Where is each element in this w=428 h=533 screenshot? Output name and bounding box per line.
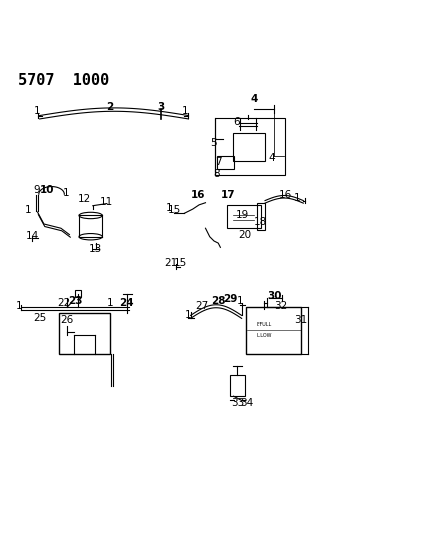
Text: 34: 34 bbox=[241, 398, 254, 408]
Text: 23: 23 bbox=[68, 295, 83, 305]
Text: 22: 22 bbox=[58, 297, 71, 308]
Text: 26: 26 bbox=[61, 314, 74, 325]
Text: 19: 19 bbox=[236, 210, 249, 220]
Text: 1: 1 bbox=[185, 310, 192, 320]
Text: 16: 16 bbox=[278, 190, 291, 200]
Text: 31: 31 bbox=[294, 314, 308, 325]
Text: 1: 1 bbox=[294, 193, 300, 204]
Text: 1: 1 bbox=[182, 106, 188, 116]
Text: 15: 15 bbox=[173, 257, 187, 268]
Bar bbox=[230, 375, 245, 396]
Text: 8: 8 bbox=[213, 169, 220, 179]
Text: 24: 24 bbox=[119, 297, 134, 308]
Bar bbox=[246, 307, 301, 354]
Text: 1: 1 bbox=[34, 106, 41, 116]
Bar bbox=[75, 290, 81, 297]
Text: 18: 18 bbox=[254, 217, 268, 227]
Text: 6: 6 bbox=[233, 117, 240, 127]
Text: 1: 1 bbox=[166, 203, 172, 213]
Bar bbox=[256, 203, 265, 230]
Text: 4: 4 bbox=[268, 152, 275, 163]
Text: 3: 3 bbox=[157, 102, 164, 112]
Text: 29: 29 bbox=[223, 294, 238, 304]
Bar bbox=[217, 156, 235, 169]
Text: F.FULL: F.FULL bbox=[256, 322, 272, 327]
Text: 2: 2 bbox=[106, 102, 113, 112]
Text: 16: 16 bbox=[191, 190, 205, 200]
Text: 32: 32 bbox=[274, 302, 288, 311]
Text: 14: 14 bbox=[25, 231, 39, 241]
Text: 13: 13 bbox=[88, 245, 101, 254]
Text: 1: 1 bbox=[25, 205, 32, 215]
Text: 17: 17 bbox=[221, 190, 236, 200]
Bar bbox=[227, 205, 261, 228]
Text: L.LOW: L.LOW bbox=[256, 333, 272, 338]
Text: 12: 12 bbox=[78, 195, 91, 204]
Text: 1: 1 bbox=[16, 301, 23, 311]
Text: 9: 9 bbox=[33, 185, 40, 196]
Text: 20: 20 bbox=[238, 230, 251, 240]
Text: 7: 7 bbox=[215, 157, 222, 167]
Text: 15: 15 bbox=[168, 205, 181, 215]
Text: 21: 21 bbox=[164, 257, 177, 268]
Bar bbox=[215, 118, 285, 175]
Text: 5: 5 bbox=[211, 138, 217, 148]
Text: 1: 1 bbox=[107, 297, 113, 308]
Text: 27: 27 bbox=[196, 301, 209, 311]
Text: 5707  1000: 5707 1000 bbox=[18, 73, 110, 88]
Text: 1: 1 bbox=[63, 188, 69, 198]
Text: 11: 11 bbox=[99, 197, 113, 207]
Text: 25: 25 bbox=[33, 313, 46, 324]
Text: 10: 10 bbox=[40, 185, 54, 196]
Bar bbox=[233, 133, 265, 161]
Text: 33: 33 bbox=[231, 398, 244, 408]
Bar bbox=[59, 313, 110, 354]
Text: 4: 4 bbox=[251, 93, 258, 103]
Text: 1: 1 bbox=[237, 295, 244, 305]
Text: 30: 30 bbox=[268, 291, 282, 301]
Text: 28: 28 bbox=[211, 295, 226, 305]
